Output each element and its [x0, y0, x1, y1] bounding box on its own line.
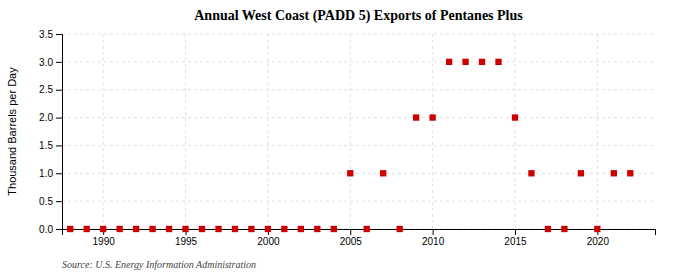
point: [446, 59, 452, 65]
x-tick: 2010: [422, 229, 445, 247]
x-tick-label: 2020: [587, 236, 610, 247]
point: [397, 226, 403, 232]
y-tick: 1.5: [39, 140, 62, 151]
grid-line-x: [514, 34, 515, 229]
point: [627, 170, 633, 176]
grid-line-x: [350, 34, 351, 229]
point: [512, 114, 518, 120]
y-tick-mark: [56, 118, 62, 119]
y-tick-label: 2.0: [39, 112, 53, 123]
y-tick: 3.5: [39, 29, 62, 40]
point: [364, 226, 370, 232]
point: [347, 170, 353, 176]
grid-line-x: [597, 34, 598, 229]
title: Annual West Coast (PADD 5) Exports of Pe…: [194, 8, 523, 24]
point: [182, 226, 188, 232]
y-tick: 1.0: [39, 168, 62, 179]
point: [281, 226, 287, 232]
point: [462, 59, 468, 65]
point: [495, 59, 501, 65]
point: [380, 170, 386, 176]
grid-line-y: [62, 89, 655, 90]
point: [215, 226, 221, 232]
points: [67, 59, 633, 232]
grid-line-x: [103, 34, 104, 229]
grid-line-x: [267, 34, 268, 229]
y-axis: 0.0 0.5 1.0 1.5 2.0 2.5 3.0 3.5: [39, 29, 62, 235]
point: [545, 226, 551, 232]
x-tick-mark: [350, 229, 351, 235]
y-axis-line: [56, 35, 63, 230]
y-tick: 2.0: [39, 112, 62, 123]
y-tick: 0.0: [39, 224, 62, 235]
grid-line-y: [62, 145, 655, 146]
y-tick-label: 3.0: [39, 57, 53, 68]
point: [133, 226, 139, 232]
y-tick: 0.5: [39, 196, 62, 207]
x-tick-label: 1995: [175, 236, 198, 247]
point: [166, 226, 172, 232]
y-tick-label: 3.5: [39, 29, 53, 40]
x-tick-mark: [433, 229, 434, 235]
chart-svg: 1990 1995 2000 2005 2010 2015 2020 0.0 0.5 1.0 1.5…: [0, 0, 675, 275]
source-annotation: Source: U.S. Energy Information Administ…: [62, 259, 256, 270]
grid-line-y: [62, 117, 655, 118]
point: [298, 226, 304, 232]
x-tick-label: 2015: [504, 236, 527, 247]
point: [149, 226, 155, 232]
point: [561, 226, 567, 232]
point: [100, 226, 106, 232]
point: [232, 226, 238, 232]
grid-line-y: [62, 201, 655, 202]
point: [594, 226, 600, 232]
y-tick-label: 0.0: [39, 224, 53, 235]
y-tick-label: 1.0: [39, 168, 53, 179]
point: [314, 226, 320, 232]
x-tick-label: 2005: [340, 236, 363, 247]
point: [611, 170, 617, 176]
grid-line-y: [62, 61, 655, 62]
point: [479, 59, 485, 65]
point: [116, 226, 122, 232]
point: [248, 226, 254, 232]
point: [265, 226, 271, 232]
x-tick-mark: [515, 229, 516, 235]
point: [413, 114, 419, 120]
y-tick: 3.0: [39, 57, 62, 68]
grid-line-x: [185, 34, 186, 229]
x-tick-label: 1990: [93, 236, 116, 247]
y-tick-mark: [56, 62, 62, 63]
point: [84, 226, 90, 232]
point: [67, 226, 73, 232]
y-tick-mark: [56, 229, 62, 230]
point: [331, 226, 337, 232]
point: [429, 114, 435, 120]
y-tick-mark: [56, 145, 62, 146]
point: [578, 170, 584, 176]
point: [199, 226, 205, 232]
grid-line-x: [432, 34, 433, 229]
y-tick: 2.5: [39, 84, 62, 95]
y-axis-title: Thousand Barrels per Day: [6, 67, 18, 196]
plot-area: 1990 1995 2000 2005 2010 2015 2020 0.0 0.5 1.0 1.5…: [39, 29, 655, 247]
y-tick-label: 2.5: [39, 84, 53, 95]
y-tick-label: 0.5: [39, 196, 53, 207]
x-tick: 2015: [504, 229, 527, 247]
grid-line-y: [62, 173, 655, 174]
grid: [62, 34, 655, 229]
y-tick-label: 1.5: [39, 140, 53, 151]
point: [528, 170, 534, 176]
y-tick-mark: [56, 34, 62, 35]
grid-line-y: [62, 34, 655, 35]
y-tick-mark: [56, 90, 62, 91]
y-tick-mark: [56, 201, 62, 202]
x-tick: 2005: [340, 229, 363, 247]
x-tick-label: 2000: [257, 236, 280, 247]
x-tick-label: 2010: [422, 236, 445, 247]
y-tick-mark: [56, 173, 62, 174]
